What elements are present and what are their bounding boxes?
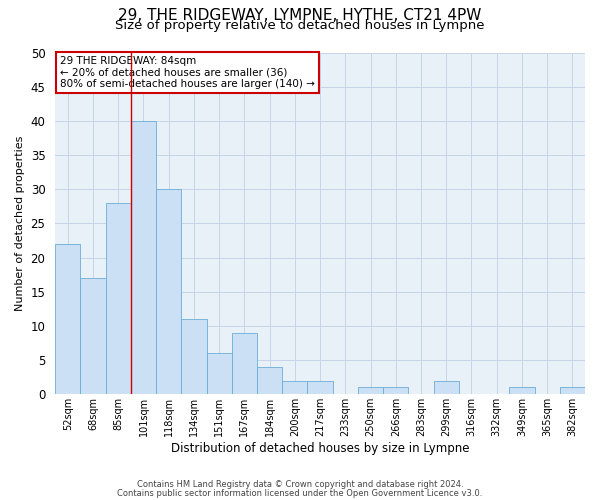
Text: Contains public sector information licensed under the Open Government Licence v3: Contains public sector information licen… <box>118 488 482 498</box>
Bar <box>80 278 106 394</box>
Text: 29 THE RIDGEWAY: 84sqm
← 20% of detached houses are smaller (36)
80% of semi-det: 29 THE RIDGEWAY: 84sqm ← 20% of detached… <box>61 56 316 89</box>
Bar <box>509 388 535 394</box>
Bar <box>257 367 282 394</box>
Text: 29, THE RIDGEWAY, LYMPNE, HYTHE, CT21 4PW: 29, THE RIDGEWAY, LYMPNE, HYTHE, CT21 4P… <box>118 8 482 23</box>
Bar <box>106 203 131 394</box>
Bar <box>156 189 181 394</box>
Bar <box>307 380 332 394</box>
Bar <box>131 121 156 394</box>
Bar <box>383 388 409 394</box>
Bar <box>206 354 232 395</box>
Bar <box>434 380 459 394</box>
Bar <box>560 388 585 394</box>
Text: Contains HM Land Registry data © Crown copyright and database right 2024.: Contains HM Land Registry data © Crown c… <box>137 480 463 489</box>
Bar <box>181 319 206 394</box>
Text: Size of property relative to detached houses in Lympne: Size of property relative to detached ho… <box>115 19 485 32</box>
Bar <box>358 388 383 394</box>
Y-axis label: Number of detached properties: Number of detached properties <box>15 136 25 311</box>
Bar <box>282 380 307 394</box>
Bar <box>232 333 257 394</box>
X-axis label: Distribution of detached houses by size in Lympne: Distribution of detached houses by size … <box>171 442 469 455</box>
Bar <box>55 244 80 394</box>
